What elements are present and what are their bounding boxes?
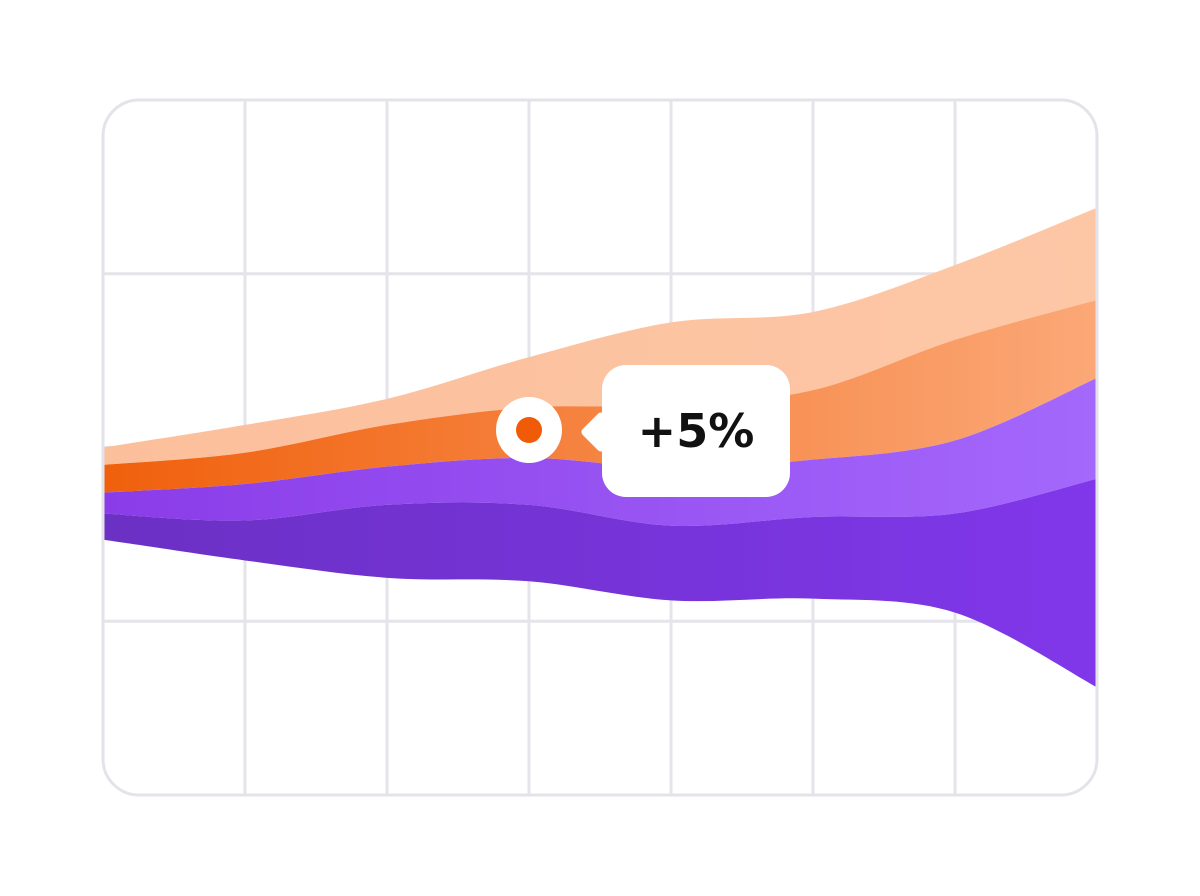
chart-card-border [101,98,1099,797]
stream-layer-3 [103,378,1097,526]
stream-layer-4 [103,478,1097,688]
highlight-point [516,417,542,443]
stream-layer-2 [103,299,1097,493]
stream-layer-1 [103,207,1097,465]
tooltip-label: +5% [637,404,755,458]
tooltip: +5% [602,365,790,497]
